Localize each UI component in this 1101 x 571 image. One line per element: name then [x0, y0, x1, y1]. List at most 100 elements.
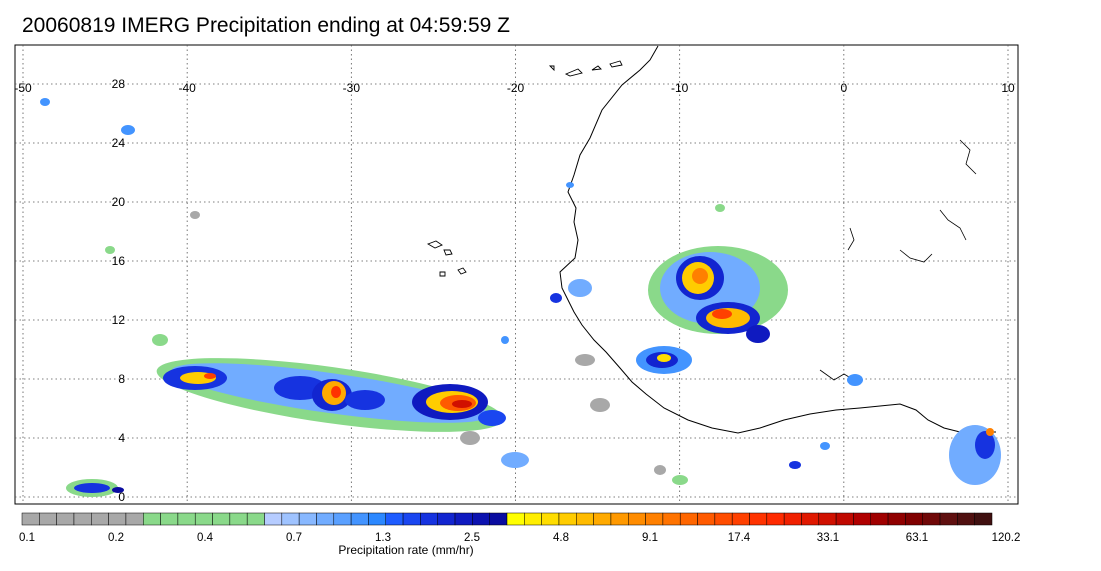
- colorbar-tick-label: 0.7: [286, 532, 302, 544]
- colorbar-swatch: [39, 512, 57, 526]
- colorbar-tick-label: 2.5: [464, 532, 480, 544]
- colorbar-swatch: [91, 512, 109, 526]
- canary-islands: [548, 60, 623, 77]
- colorbar-swatch: [506, 512, 525, 526]
- colorbar-swatch: [541, 512, 560, 526]
- longitude-label: -50: [14, 81, 32, 95]
- colorbar-swatch: [489, 512, 508, 526]
- colorbar-swatch: [212, 512, 231, 526]
- latitude-label: 20: [112, 195, 126, 209]
- colorbar-tick-label: 0.4: [197, 532, 214, 544]
- colorbar-swatch: [21, 512, 40, 526]
- colorbar-swatch: [281, 512, 300, 526]
- map-frame: [14, 44, 1019, 505]
- map-title: 20060819 IMERG Precipitation ending at 0…: [22, 14, 510, 37]
- colorbar-swatch: [229, 512, 248, 526]
- colorbar-tick-label: 1.3: [375, 532, 391, 544]
- colorbar-label: Precipitation rate (mm/hr): [338, 543, 473, 557]
- colorbar-swatch: [524, 512, 542, 526]
- colorbar-swatch: [628, 512, 646, 526]
- colorbar-swatch: [558, 512, 577, 526]
- colorbar-tick-label: 17.4: [728, 532, 751, 544]
- longitude-label: -20: [507, 81, 525, 95]
- colorbar-swatch: [125, 512, 144, 526]
- colorbar-swatch: [835, 512, 854, 526]
- latitude-label: 12: [112, 313, 126, 327]
- colorbar-swatch: [749, 512, 768, 526]
- colorbar-swatch: [766, 512, 785, 526]
- latitude-label: 28: [112, 77, 126, 91]
- precipitation-field: [40, 98, 1001, 497]
- colorbar-swatch: [264, 512, 283, 526]
- colorbar-swatch: [922, 512, 941, 526]
- colorbar-swatch: [368, 512, 386, 526]
- rivers: [819, 139, 977, 381]
- colorbar-swatch: [350, 512, 369, 526]
- rain-scattered: [40, 98, 830, 485]
- colorbar-swatch: [402, 512, 421, 526]
- colorbar-swatch: [194, 512, 213, 526]
- colorbar-swatch: [939, 512, 958, 526]
- colorbar-tick-label: 0.2: [108, 532, 124, 544]
- colorbar-swatch: [593, 512, 612, 526]
- colorbar-swatch: [160, 512, 179, 526]
- colorbar-swatch: [957, 512, 975, 526]
- colorbar-swatch: [610, 512, 629, 526]
- colorbar: [21, 512, 993, 526]
- colorbar-swatch: [246, 512, 265, 526]
- colorbar-swatch: [714, 512, 733, 526]
- colorbar-swatch: [887, 512, 906, 526]
- colorbar-swatch: [298, 512, 317, 526]
- colorbar-swatch: [420, 512, 438, 526]
- longitude-label: 10: [1001, 81, 1015, 95]
- colorbar-swatch: [662, 512, 681, 526]
- colorbar-swatch: [731, 512, 750, 526]
- colorbar-tick-labels: 0.1 0.2 0.4 0.7 1.3 2.5 4.8 9.1 17.4 33.1 63.1 120.…: [19, 532, 1020, 544]
- colorbar-swatch: [853, 512, 872, 526]
- colorbar-swatch: [454, 512, 473, 526]
- latitude-label: 24: [112, 136, 126, 150]
- colorbar-swatch: [437, 512, 456, 526]
- longitude-labels: -50 -40 -30 -20 -10 0 10: [14, 81, 1015, 95]
- colorbar-tick-label: 9.1: [642, 532, 658, 544]
- colorbar-swatch: [783, 512, 802, 526]
- longitude-label: -10: [671, 81, 689, 95]
- colorbar-swatch: [472, 512, 490, 526]
- latitude-labels: 28 24 20 16 12 8 4 0: [112, 77, 126, 504]
- colorbar-tick-label: 63.1: [906, 532, 928, 544]
- colorbar-swatch: [385, 512, 404, 526]
- africa-coastline: [559, 45, 996, 434]
- colorbar-swatch: [177, 512, 196, 526]
- colorbar-swatch: [143, 512, 161, 526]
- colorbar-swatch: [108, 512, 127, 526]
- colorbar-swatch: [679, 512, 698, 526]
- colorbar-swatch: [576, 512, 594, 526]
- latitude-label: 16: [112, 254, 126, 268]
- graticule: [15, 45, 1018, 504]
- colorbar-swatch: [818, 512, 837, 526]
- latitude-label: 0: [118, 490, 125, 504]
- cape-verde-islands: [426, 240, 467, 277]
- colorbar-tick-label: 0.1: [19, 532, 35, 544]
- colorbar-tick-label: 4.8: [553, 532, 569, 544]
- colorbar-tick-label: 33.1: [817, 532, 839, 544]
- colorbar-swatch: [974, 512, 993, 526]
- colorbar-swatch: [697, 512, 716, 526]
- colorbar-swatch: [801, 512, 820, 526]
- latitude-label: 4: [118, 431, 125, 445]
- colorbar-swatch: [905, 512, 923, 526]
- colorbar-swatch: [316, 512, 335, 526]
- colorbar-swatch: [870, 512, 889, 526]
- colorbar-swatch: [56, 512, 75, 526]
- colorbar-tick-label: 120.2: [992, 532, 1021, 544]
- longitude-label: -30: [343, 81, 361, 95]
- longitude-label: 0: [840, 81, 847, 95]
- colorbar-swatch: [333, 512, 352, 526]
- rain-cluster-west-africa: [550, 246, 1001, 485]
- longitude-label: -40: [178, 81, 196, 95]
- latitude-label: 8: [118, 372, 125, 386]
- colorbar-swatch: [73, 512, 92, 526]
- colorbar-swatch: [645, 512, 664, 526]
- rain-band-atlantic: [66, 358, 529, 497]
